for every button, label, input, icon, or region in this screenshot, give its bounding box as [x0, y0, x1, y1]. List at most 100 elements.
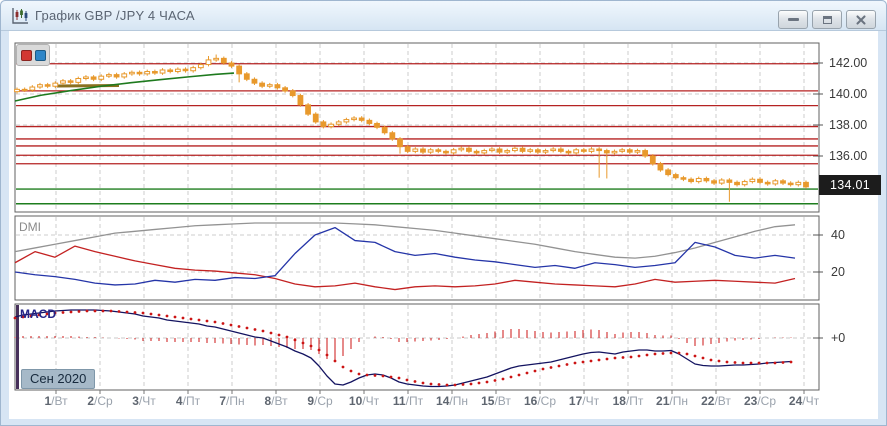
macd-signal-dot — [509, 375, 513, 379]
macd-signal-dot — [453, 383, 457, 387]
macd-panel — [14, 303, 820, 391]
restore-icon — [822, 15, 832, 24]
macd-signal-dot — [61, 311, 65, 314]
macd-signal-dot — [725, 360, 729, 364]
macd-signal-dot — [693, 354, 697, 358]
candle-body — [282, 87, 289, 92]
macd-signal-dot — [789, 360, 793, 364]
candle-body — [75, 78, 82, 83]
macd-signal-dot — [173, 315, 177, 319]
candle-body — [741, 181, 748, 186]
macd-signal-dot — [757, 361, 761, 365]
current-price-flag: 134.01 — [819, 175, 881, 195]
macd-signal-dot — [245, 326, 249, 330]
chart-client-area: 142.00 140.00 138.00 136.00 40 20 +0 DMI MACD … — [9, 31, 881, 419]
plus-di-line — [14, 226, 796, 286]
candle-body — [726, 179, 733, 183]
macd-signal-dot — [29, 314, 33, 318]
macd-signal-dot — [221, 322, 225, 325]
macd-signal-dot — [397, 376, 401, 380]
minimize-button[interactable] — [778, 10, 808, 29]
macd-signal-dot — [277, 333, 281, 337]
macd-signal-dot — [101, 309, 105, 313]
x-axis-label: 18/Пт — [612, 394, 644, 408]
candle-body — [21, 88, 28, 92]
macd-signal-dot — [581, 360, 585, 364]
price-tick-label: 136.00 — [829, 149, 867, 163]
candle-body — [320, 121, 327, 128]
candle-body — [734, 181, 740, 186]
macd-signal-dot — [661, 352, 665, 355]
macd-signal-dot — [45, 312, 49, 316]
x-axis-label: 9/Ср — [307, 394, 333, 408]
macd-signal-dot — [205, 319, 209, 323]
x-axis-label: 2/Ср — [87, 394, 113, 408]
candle-body — [672, 174, 679, 179]
candle-body — [90, 76, 97, 80]
macd-signal-dot — [333, 359, 337, 363]
macd-signal-dot — [53, 311, 57, 315]
minimize-icon — [787, 18, 799, 21]
chart-canvas[interactable]: 142.00 140.00 138.00 136.00 40 20 +0 — [9, 31, 878, 419]
candle-body — [297, 95, 304, 106]
macd-signal-dot — [629, 355, 633, 359]
macd-signal-dot — [733, 361, 737, 364]
price-panel — [14, 42, 820, 213]
candle-body — [220, 57, 227, 64]
macd-signal-dot — [21, 315, 25, 319]
candle-body — [588, 148, 595, 152]
restore-button[interactable] — [812, 10, 842, 29]
candle-body — [136, 71, 143, 75]
candle-body — [596, 148, 603, 152]
blue-chip-button[interactable] — [35, 50, 46, 61]
candle-body — [312, 113, 319, 123]
macd-signal-dot — [309, 344, 313, 348]
candle-body — [711, 180, 717, 184]
macd-signal-dot — [677, 351, 681, 355]
macd-signal-dot — [389, 375, 393, 379]
x-axis-label: 10/Чт — [348, 394, 380, 408]
macd-signal-dot — [93, 309, 97, 313]
macd-signal-dot — [317, 348, 321, 352]
close-button[interactable] — [846, 10, 876, 29]
candle-body — [657, 163, 664, 171]
macd-zero-label: +0 — [831, 331, 845, 345]
macd-signal-dot — [717, 359, 721, 363]
candle-body — [435, 149, 442, 152]
candle-body — [680, 177, 687, 180]
macd-signal-dot — [493, 379, 497, 382]
candle-body — [603, 150, 610, 154]
candle-body — [236, 65, 243, 75]
macd-signal-dot — [525, 371, 529, 375]
macd-signal-dot — [365, 373, 369, 377]
candle-body — [266, 84, 273, 87]
title-bar[interactable]: График GBP /JPY 4 ЧАСА — [1, 1, 886, 31]
price-tick-label: 140.00 — [829, 87, 867, 101]
candle-body — [780, 180, 786, 184]
macd-signal-dot — [773, 361, 777, 365]
candle-body — [611, 150, 618, 154]
candle-body — [44, 84, 51, 87]
candle-body — [167, 69, 174, 73]
candle-body — [443, 150, 449, 154]
macd-signal-dot — [109, 309, 113, 313]
macd-signal-dot — [237, 325, 241, 328]
candle-body — [718, 179, 725, 184]
candle-body — [374, 122, 380, 128]
candle-body — [144, 71, 151, 75]
macd-indicator-label: MACD — [20, 307, 56, 321]
x-axis-label: 22/Вт — [701, 394, 731, 408]
candle-body — [626, 149, 633, 153]
candlestick-chart-icon — [12, 7, 28, 24]
macd-signal-dot — [285, 335, 289, 339]
macd-signal-dot — [149, 312, 153, 316]
macd-signal-dot — [69, 310, 73, 314]
macd-signal-dot — [765, 361, 769, 365]
x-axis-label: 7/Пн — [219, 394, 245, 408]
price-tick-label: 142.00 — [829, 56, 867, 70]
candle-body — [450, 149, 457, 154]
red-chip-button[interactable] — [21, 50, 32, 61]
close-icon — [856, 14, 866, 25]
candle-body — [489, 148, 495, 152]
candle-body — [642, 150, 649, 157]
